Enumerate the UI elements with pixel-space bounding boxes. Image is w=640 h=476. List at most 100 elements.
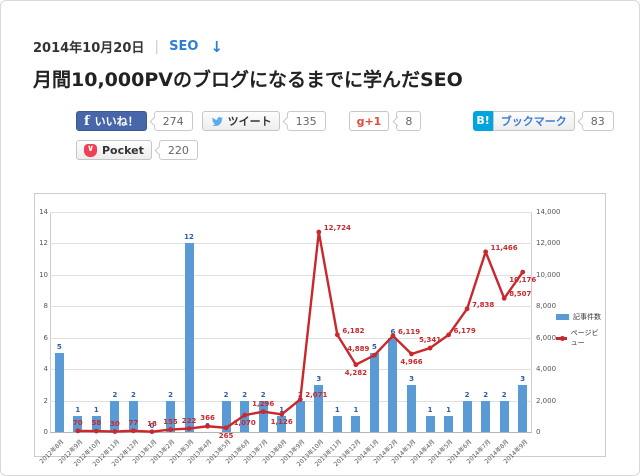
line-point[interactable]	[390, 333, 396, 339]
line-point[interactable]	[409, 351, 414, 357]
bar-2012年8月[interactable]	[54, 353, 64, 432]
pageview-value-label: 30	[110, 419, 120, 428]
line-point[interactable]	[149, 429, 155, 435]
line-point[interactable]	[520, 269, 526, 275]
line-point[interactable]	[372, 352, 377, 358]
y-axis-label-right: 2,000	[536, 396, 557, 405]
bar-2013年10月[interactable]	[314, 384, 324, 432]
line-point[interactable]	[112, 429, 118, 434]
line-point[interactable]	[446, 332, 451, 338]
pocket-button[interactable]: ∨ Pocket	[76, 140, 152, 160]
pageview-value-label: 70	[72, 418, 83, 427]
bar-value-label: 2	[260, 390, 266, 399]
line-point[interactable]	[334, 332, 340, 338]
bar-2013年3月[interactable]	[184, 243, 194, 432]
bar-value-label: 1	[334, 406, 340, 415]
gplus-group: g+1 8	[348, 111, 422, 131]
bar-2012年11月[interactable]	[110, 400, 120, 432]
pocket-count: 220	[158, 140, 198, 160]
pageview-value-label: 8,507	[509, 290, 532, 299]
line-point[interactable]	[93, 428, 99, 434]
bar-2014年8月[interactable]	[499, 400, 509, 432]
pageview-value-label: 6,182	[342, 326, 365, 335]
pv-chart: 0 0 2 2,000 4 4,000 6 6,000 8 8,000 10 10,000 12 12,0…	[34, 193, 606, 468]
line-point[interactable]	[279, 411, 285, 417]
line-point[interactable]	[464, 306, 470, 312]
gplus-icon: g+1	[356, 114, 382, 128]
pageview-value-label: 6,179	[453, 326, 476, 335]
bar-2012年10月[interactable]	[91, 416, 101, 432]
bar-2014年6月[interactable]	[462, 400, 472, 432]
line-point[interactable]	[205, 423, 210, 429]
hatena-bookmark-button[interactable]: B! ブックマーク	[473, 111, 575, 131]
bar-2013年8月[interactable]	[277, 416, 287, 432]
bar-2013年12月[interactable]	[351, 416, 361, 432]
bar-2013年11月[interactable]	[332, 416, 342, 432]
pocket-icon: ∨	[84, 143, 97, 157]
bar-2013年2月[interactable]	[166, 400, 175, 432]
pageview-value-label: 1,126	[270, 418, 293, 427]
gridline	[50, 432, 532, 433]
hatena-count: 83	[581, 111, 614, 131]
y-axis-label-left: 14	[39, 208, 48, 216]
bar-value-label: 0	[149, 422, 155, 430]
category-link[interactable]: SEO	[169, 39, 199, 54]
gridline	[50, 337, 532, 339]
bar-2013年5月[interactable]	[221, 400, 231, 432]
legend-label: ページビュー	[570, 329, 599, 347]
gplus-button[interactable]: g+1	[348, 111, 390, 131]
share-buttons-row1: f いいね！ 274 ツイート 135 g+1 8 B! ブックマーク	[76, 111, 614, 131]
bar-2014年9月[interactable]	[518, 384, 528, 432]
bar-value-label: 1	[353, 406, 359, 415]
gridline	[50, 212, 532, 213]
line-point[interactable]	[223, 425, 229, 431]
line-point[interactable]	[297, 397, 303, 402]
bar-2014年7月[interactable]	[481, 400, 491, 432]
pageview-value-label: 5,341	[418, 336, 442, 345]
line-point[interactable]	[260, 409, 266, 415]
bar-value-label: 3	[520, 374, 526, 383]
bar-2014年4月[interactable]	[425, 416, 435, 432]
line-point[interactable]	[186, 426, 192, 431]
bar-2014年3月[interactable]	[407, 384, 416, 432]
pageview-value-label: 12,724	[323, 224, 351, 233]
down-arrow-icon[interactable]: ↓	[210, 37, 223, 56]
pageview-value-label: 77	[128, 418, 139, 427]
bar-2012年9月[interactable]	[73, 416, 83, 432]
gridline	[50, 274, 532, 276]
bar-2013年7月[interactable]	[258, 400, 268, 432]
line-point[interactable]	[242, 412, 248, 418]
gridline	[50, 400, 532, 402]
bar-2014年2月[interactable]	[388, 337, 398, 432]
y-axis-label-left: 12	[39, 239, 48, 248]
y-axis-label-right: 0	[536, 428, 541, 436]
line-point[interactable]	[168, 427, 173, 432]
bar-2014年1月[interactable]	[369, 353, 379, 432]
pocket-group: ∨ Pocket 220	[76, 140, 198, 160]
hatena-icon: B!	[473, 111, 493, 131]
bar-value-label: 2	[130, 390, 136, 399]
line-point[interactable]	[131, 428, 136, 434]
y-axis-label-right: 10,000	[536, 270, 561, 279]
facebook-like-count: 274	[153, 111, 193, 131]
bar-2014年5月[interactable]	[444, 416, 454, 432]
line-point[interactable]	[483, 249, 489, 255]
line-point[interactable]	[427, 345, 433, 351]
facebook-like-group: f いいね！ 274	[76, 111, 193, 131]
line-point[interactable]	[316, 229, 322, 235]
gridline	[50, 369, 532, 371]
line-point[interactable]	[353, 362, 359, 368]
pageview-value-label: 11,466	[490, 243, 518, 252]
line-point[interactable]	[501, 295, 507, 301]
bar-2012年12月[interactable]	[128, 400, 138, 432]
twitter-bird-icon	[211, 117, 223, 127]
pageview-value-label: 58	[91, 419, 102, 428]
pageview-value-label: 222	[181, 416, 197, 425]
post-meta: 2014年10月20日 | SEO ↓	[33, 37, 223, 57]
bar-2013年9月[interactable]	[295, 400, 305, 432]
line-point[interactable]	[75, 428, 81, 434]
tweet-button[interactable]: ツイート	[201, 111, 280, 131]
facebook-like-button[interactable]: f いいね！	[76, 111, 147, 131]
pageview-value-label: 6,119	[397, 327, 421, 336]
meta-separator: |	[154, 38, 160, 55]
